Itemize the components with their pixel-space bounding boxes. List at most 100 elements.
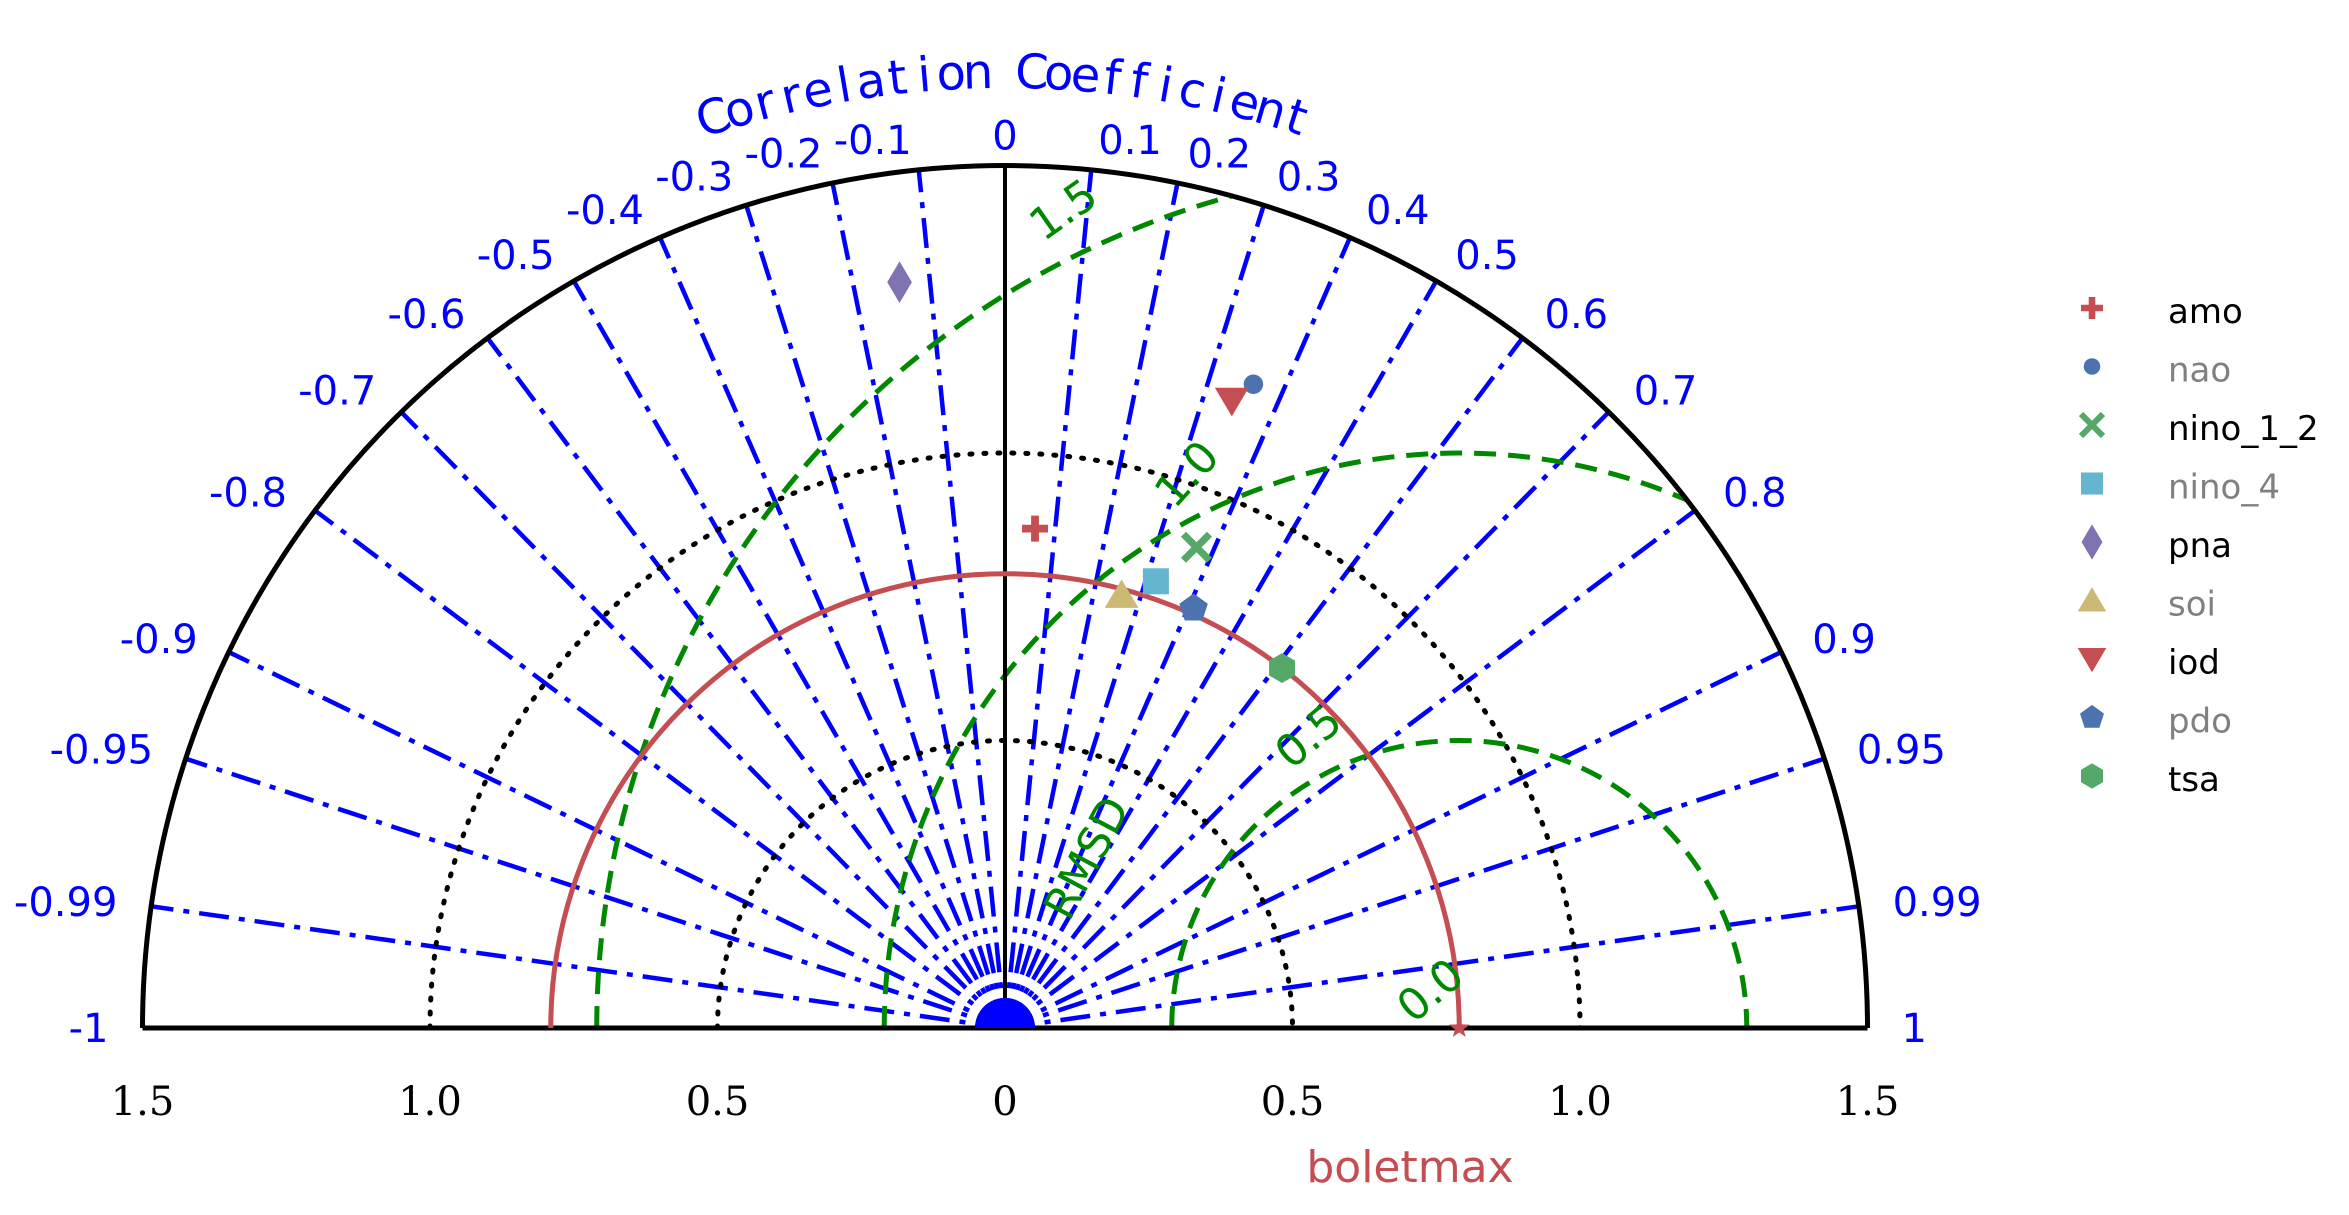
std-tick-labels: 1.5 1.0 0.5 0 0.5 1.0 1.5	[111, 1079, 1900, 1125]
title-char: c	[1174, 61, 1211, 121]
correlation-tick-label: 0.2	[1188, 132, 1252, 178]
correlation-gridline	[916, 169, 1008, 1029]
legend-marker	[2083, 358, 2101, 375]
rmsd-contour	[881, 450, 1870, 1028]
legend-marker	[2078, 411, 2106, 439]
legend-label: amo	[2168, 292, 2243, 332]
title-char: i	[915, 47, 933, 104]
legend-marker	[2077, 648, 2107, 673]
title-char: f	[1127, 53, 1153, 111]
legend-marker	[2077, 587, 2107, 612]
reference-arc	[548, 571, 1470, 1037]
std-tick-label: 0.5	[1261, 1079, 1325, 1125]
data-point-iod	[1214, 387, 1249, 417]
correlation-tick-label: -0.4	[566, 188, 644, 234]
correlation-tick-label: 0.9	[1812, 617, 1876, 663]
correlation-tick-label: -0.6	[387, 292, 465, 338]
data-point-pna	[887, 261, 912, 303]
std-tick-label: 1.5	[1836, 1079, 1900, 1125]
correlation-tick-label: 0.95	[1857, 727, 1946, 773]
correlation-tick-label: 1	[1902, 1006, 1927, 1052]
correlation-tick-label: -0.2	[744, 132, 822, 178]
legend-item-iod: iod	[2077, 643, 2220, 683]
correlation-tick-label: -0.99	[14, 880, 118, 926]
std-tick-label: 1.0	[1548, 1079, 1612, 1125]
title-char: f	[1101, 49, 1125, 107]
title-char: i	[1155, 57, 1178, 114]
correlation-gridline	[744, 204, 1008, 1029]
rmsd-contour-label: 1.5	[1020, 169, 1107, 251]
legend-marker	[2081, 763, 2103, 789]
x-axis-label: boletmax	[1306, 1142, 1513, 1193]
correlation-tick-label: -0.8	[209, 471, 287, 517]
legend-item-amo: amo	[2081, 292, 2243, 332]
legend-item-soi: soi	[2077, 585, 2216, 625]
legend-marker	[2081, 524, 2103, 560]
correlation-tick-label: -0.3	[655, 155, 733, 201]
correlation-tick-labels: -1 -0.99 -0.95 -0.9 -0.8 -0.7-0.6 -0.5-0.4-0.3…	[14, 114, 1982, 1053]
reference-std-arc	[548, 571, 1462, 1029]
title-char: o	[1043, 45, 1075, 103]
legend-item-pna: pna	[2081, 524, 2232, 566]
data-point-nino_4	[1142, 568, 1169, 595]
legend-marker	[2081, 472, 2103, 495]
correlation-tick-label: -0.9	[120, 617, 198, 663]
data-point-nino_1_2	[1180, 531, 1212, 563]
rmsd-contour	[1169, 738, 1750, 1028]
title-char: t	[885, 49, 910, 107]
legend-item-nao: nao	[2083, 351, 2231, 391]
correlation-tick-label: -0.1	[834, 118, 912, 164]
title-char: n	[962, 44, 994, 101]
correlation-tick-label: 0.5	[1455, 233, 1519, 279]
std-tick-label: 1.5	[111, 1079, 175, 1125]
legend-label: iod	[2168, 643, 2220, 683]
legend-item-pdo: pdo	[2080, 702, 2232, 742]
legend-label: nino_1_2	[2168, 409, 2319, 449]
legend-item-nino_1_2: nino_1_2	[2078, 409, 2319, 449]
data-point-amo	[1022, 515, 1049, 542]
legend-label: soi	[2168, 585, 2216, 625]
data-points	[887, 261, 1295, 683]
legend-label: pna	[2168, 526, 2232, 566]
correlation-tick-label: -0.7	[298, 369, 376, 415]
correlation-tick-label: 0.6	[1545, 292, 1609, 338]
std-tick-label: 0.5	[686, 1079, 750, 1125]
title-char: o	[935, 45, 967, 103]
correlation-tick-label: 0.8	[1723, 471, 1787, 517]
std-tick-label: 0	[992, 1079, 1017, 1125]
title-char: C	[1014, 44, 1049, 101]
data-point-pdo	[1179, 593, 1208, 621]
title-char: e	[1069, 46, 1103, 104]
correlation-tick-label: -1	[69, 1006, 109, 1052]
correlation-tick-label: 0.7	[1634, 369, 1698, 415]
correlation-tick-label: 0.4	[1366, 188, 1430, 234]
correlation-tick-label: 0.1	[1098, 118, 1162, 164]
correlation-gridline	[657, 236, 1008, 1029]
reference-point	[1448, 1017, 1470, 1037]
correlation-tick-label: 0	[992, 114, 1017, 160]
legend-marker	[2081, 297, 2103, 319]
legend-label: nino_4	[2168, 468, 2280, 508]
legend-label: pdo	[2168, 702, 2232, 742]
correlation-tick-label: -0.95	[50, 727, 154, 773]
correlation-tick-label: 0.3	[1277, 155, 1341, 201]
origin-cluster	[975, 998, 1035, 1028]
legend-label: nao	[2168, 351, 2231, 391]
data-point-tsa	[1269, 653, 1295, 683]
legend-item-nino_4: nino_4	[2081, 468, 2280, 508]
std-tick-label: 1.0	[398, 1079, 462, 1125]
legend-label: tsa	[2168, 760, 2220, 800]
correlation-tick-label: -0.5	[477, 233, 555, 279]
rmsd-contours	[594, 166, 1870, 1028]
legend-item-tsa: tsa	[2081, 760, 2220, 800]
legend-marker	[2080, 704, 2104, 728]
correlation-tick-label: 0.99	[1893, 880, 1982, 926]
data-point-soi	[1104, 579, 1139, 608]
data-point-nao	[1243, 374, 1264, 395]
title-char: l	[833, 57, 856, 114]
correlation-gridline	[830, 182, 1008, 1029]
title-char: a	[852, 52, 889, 112]
